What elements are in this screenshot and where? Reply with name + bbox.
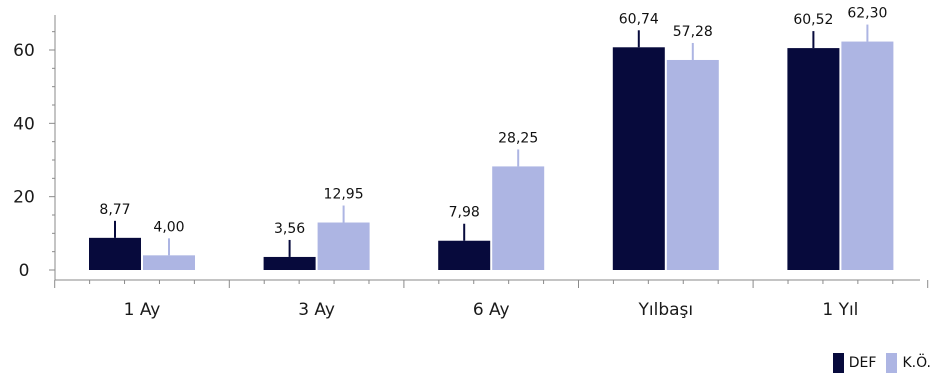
data-label: 28,25 [498, 130, 538, 146]
y-tick-label: 40 [13, 114, 35, 134]
bar-ko [317, 222, 370, 270]
x-category-label: 3 Ay [298, 300, 335, 320]
x-category-label: 1 Ay [124, 300, 161, 320]
data-label: 12,95 [324, 187, 364, 203]
bar-def [89, 237, 141, 270]
bar-def [787, 48, 840, 270]
legend-label-ko: K.Ö. [902, 355, 931, 371]
bar-ko [143, 255, 195, 270]
y-tick-label: 20 [13, 188, 35, 208]
legend-label-def: DEF [848, 355, 877, 371]
bar-def [263, 256, 316, 270]
bar-def [612, 47, 665, 270]
data-label: 60,74 [619, 11, 659, 27]
y-tick-label: 60 [13, 41, 35, 61]
data-label: 57,28 [673, 24, 713, 40]
bar-def [438, 240, 491, 270]
legend-item-def[interactable]: DEF [832, 353, 877, 373]
bar-ko [666, 59, 719, 271]
data-label: 4,00 [153, 219, 184, 235]
bar-ko [492, 166, 545, 270]
legend-swatch-ko [886, 353, 898, 373]
data-label: 62,30 [847, 6, 887, 22]
y-tick-label: 0 [19, 261, 30, 281]
bar-ko [841, 41, 894, 270]
x-category-label: Yılbaşı [637, 300, 693, 320]
x-category-label: 1 Yıl [822, 300, 858, 320]
x-category-label: 6 Ay [473, 300, 510, 320]
legend: DEF K.Ö. [832, 353, 931, 373]
data-label: 3,56 [274, 221, 305, 237]
data-label: 8,77 [99, 202, 130, 218]
legend-swatch-def [832, 353, 844, 373]
data-label: 7,98 [449, 205, 480, 221]
data-label: 60,52 [793, 12, 833, 28]
legend-item-ko[interactable]: K.Ö. [886, 353, 931, 373]
